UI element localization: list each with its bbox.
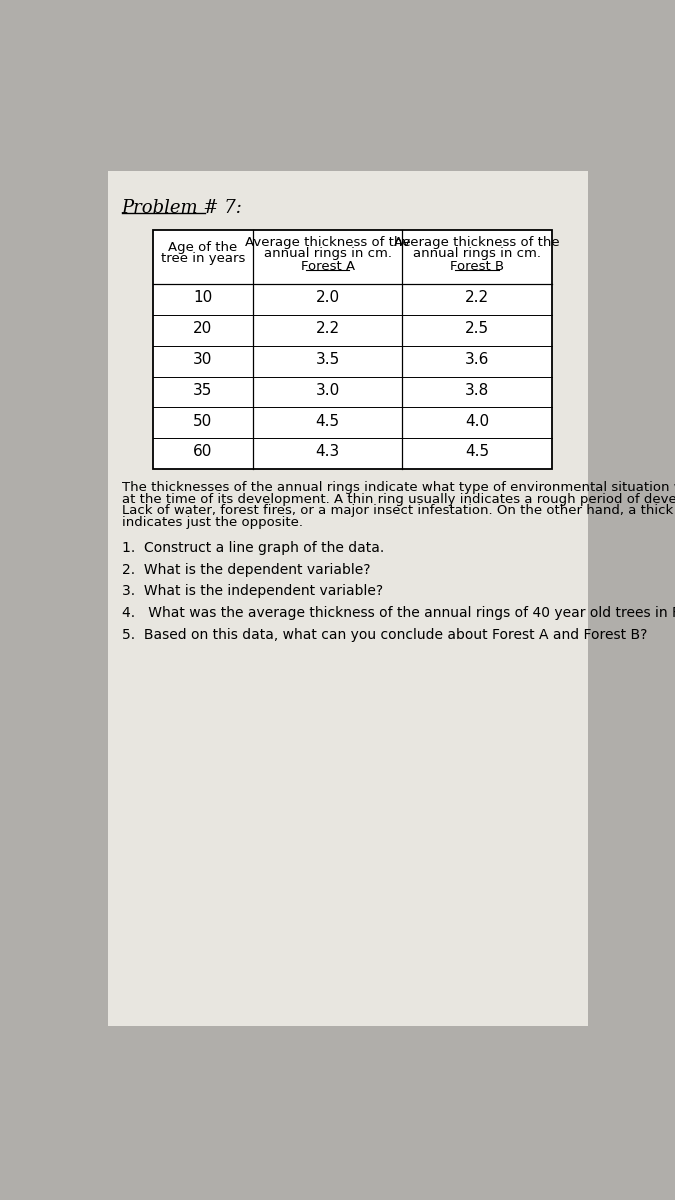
Text: tree in years: tree in years [161, 252, 245, 265]
Text: 3.0: 3.0 [316, 383, 340, 398]
Text: 50: 50 [193, 414, 213, 428]
Text: 4.5: 4.5 [316, 414, 340, 428]
Text: 4.   What was the average thickness of the annual rings of 40 year old trees in : 4. What was the average thickness of the… [122, 606, 675, 620]
Text: 4.3: 4.3 [316, 444, 340, 460]
Text: 3.6: 3.6 [464, 352, 489, 367]
Text: annual rings in cm.: annual rings in cm. [413, 247, 541, 260]
Text: 2.2: 2.2 [465, 290, 489, 306]
Text: 3.8: 3.8 [465, 383, 489, 398]
Text: at the time of its development. A thin ring usually indicates a rough period of : at the time of its development. A thin r… [122, 493, 675, 506]
Text: 20: 20 [193, 322, 213, 336]
Bar [153, 230, 551, 469]
Text: Average thickness of the: Average thickness of the [394, 236, 560, 250]
Text: 2.0: 2.0 [316, 290, 340, 306]
Text: 2.5: 2.5 [465, 322, 489, 336]
Text: indicates just the opposite.: indicates just the opposite. [122, 516, 302, 529]
Text: Forest A: Forest A [300, 259, 355, 272]
Text: The thicknesses of the annual rings indicate what type of environmental situatio: The thicknesses of the annual rings indi… [122, 481, 675, 494]
Text: 30: 30 [193, 352, 213, 367]
Text: 1.  Construct a line graph of the data.: 1. Construct a line graph of the data. [122, 541, 384, 556]
Text: 2.  What is the dependent variable?: 2. What is the dependent variable? [122, 563, 370, 577]
Text: 3.5: 3.5 [316, 352, 340, 367]
Text: 10: 10 [193, 290, 213, 306]
Text: Average thickness of the: Average thickness of the [245, 236, 410, 250]
Text: Problem # 7:: Problem # 7: [122, 199, 242, 217]
Text: Lack of water, forest fires, or a major insect infestation. On the other hand, a: Lack of water, forest fires, or a major … [122, 504, 675, 517]
Text: 2.2: 2.2 [316, 322, 340, 336]
Text: annual rings in cm.: annual rings in cm. [264, 247, 392, 260]
Text: 4.0: 4.0 [465, 414, 489, 428]
Text: 60: 60 [193, 444, 213, 460]
Text: 5.  Based on this data, what can you conclude about Forest A and Forest B?: 5. Based on this data, what can you conc… [122, 628, 647, 642]
Text: 4.5: 4.5 [465, 444, 489, 460]
Text: 35: 35 [193, 383, 213, 398]
Text: 3.  What is the independent variable?: 3. What is the independent variable? [122, 584, 383, 599]
FancyBboxPatch shape [107, 170, 588, 1026]
Text: Forest B: Forest B [450, 259, 504, 272]
Text: Age of the: Age of the [168, 241, 238, 254]
